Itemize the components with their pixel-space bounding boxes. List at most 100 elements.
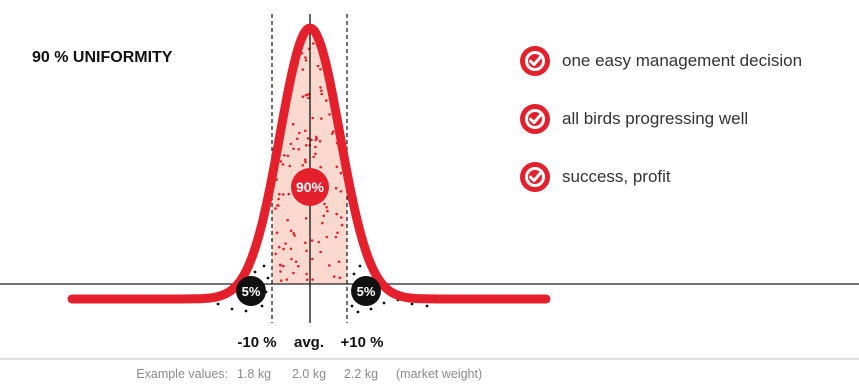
distribution-dot: [338, 276, 342, 280]
distribution-dot: [277, 245, 281, 249]
distribution-dot: [283, 154, 286, 157]
benefit-item: success, profit: [520, 160, 671, 194]
benefit-item: all birds progressing well: [520, 102, 748, 136]
distribution-dot: [279, 263, 282, 267]
tail-dot: [358, 264, 362, 268]
distribution-dot: [285, 278, 289, 281]
tail-dot: [262, 264, 266, 268]
distribution-dot: [316, 64, 320, 68]
distribution-dot: [275, 231, 279, 235]
distribution-dot: [305, 272, 308, 276]
distribution-dot: [282, 193, 285, 196]
tail-dot: [260, 304, 264, 308]
right-tail-badge-label: 5%: [357, 284, 376, 299]
center-badge: [291, 168, 329, 206]
distribution-dot: [304, 144, 308, 147]
benefit-text: all birds progressing well: [562, 109, 749, 128]
distribution-dot: [320, 117, 323, 120]
distribution-dot: [304, 129, 307, 133]
tail-dot: [352, 272, 356, 276]
distribution-dot: [287, 192, 291, 196]
distribution-dot: [301, 95, 305, 98]
distribution-dot: [277, 197, 280, 201]
distribution-dot: [304, 241, 307, 245]
tail-dot: [253, 270, 257, 274]
distribution-dot: [288, 164, 292, 168]
distribution-dot: [319, 86, 322, 89]
distribution-dot: [339, 216, 343, 219]
tail-dot: [350, 304, 354, 308]
distribution-dot: [310, 239, 314, 242]
tail-dot: [266, 276, 270, 280]
benefit-text: success, profit: [562, 167, 671, 186]
distribution-dot: [289, 247, 293, 251]
check-circle-icon: [520, 46, 550, 76]
check-circle-icon: [520, 162, 550, 192]
distribution-dot: [331, 132, 334, 135]
distribution-dot: [292, 271, 295, 275]
axis-label-avg: avg.: [294, 334, 324, 351]
distribution-dot: [332, 275, 336, 278]
distribution-dot: [305, 249, 308, 253]
benefit-text: one easy management decision: [562, 51, 803, 70]
distribution-dot: [297, 264, 300, 268]
distribution-dot: [318, 139, 322, 143]
distribution-dot: [319, 165, 323, 169]
distribution-dot: [301, 164, 305, 167]
right-tail-badge: [351, 276, 381, 306]
distribution-dot: [282, 264, 285, 268]
distribution-dot: [319, 250, 322, 254]
distribution-dot: [279, 160, 283, 163]
distribution-dot: [336, 231, 339, 235]
distribution-dot: [301, 68, 305, 71]
distribution-dot: [289, 142, 293, 146]
axis-label-plus: +10 %: [341, 334, 384, 351]
distribution-dot: [284, 242, 287, 245]
distribution-dot: [339, 190, 343, 193]
distribution-dot: [340, 223, 344, 227]
bell-curve: [67, 23, 551, 304]
distribution-dot: [320, 92, 324, 96]
distribution-dot: [314, 152, 317, 156]
distribution-dot: [274, 207, 277, 210]
distribution-dot: [312, 155, 316, 159]
tail-dot: [369, 307, 373, 311]
distribution-dot: [325, 99, 328, 102]
distribution-dot: [289, 229, 293, 233]
distribution-dot: [339, 171, 343, 175]
distribution-dot: [304, 59, 308, 62]
distribution-dot: [296, 137, 299, 141]
example-values-note: (market weight): [396, 367, 482, 381]
distribution-dot: [311, 257, 314, 261]
left-tail-badge-label: 5%: [242, 284, 261, 299]
distribution-dot: [292, 232, 296, 235]
distribution-dot: [306, 93, 309, 97]
distribution-dot: [331, 130, 335, 133]
tail-dot: [356, 310, 360, 314]
example-values-label: Example values:: [136, 367, 228, 381]
distribution-dot: [317, 240, 321, 244]
tail-dot: [410, 302, 414, 306]
axis-label-minus: -10 %: [237, 334, 276, 351]
distribution-dot: [335, 212, 339, 216]
distribution-dot: [294, 260, 298, 264]
distribution-dot: [279, 270, 282, 273]
distribution-dot: [326, 209, 329, 213]
distribution-dot: [281, 163, 285, 166]
distribution-dot: [325, 235, 329, 239]
distribution-dot: [282, 247, 285, 251]
distribution-dot: [286, 218, 290, 222]
distribution-dot: [315, 135, 318, 139]
distribution-dot: [274, 252, 277, 256]
distribution-dot: [304, 217, 308, 220]
distribution-dot: [304, 160, 307, 164]
distribution-dot: [321, 221, 324, 225]
distribution-dot: [322, 214, 326, 218]
example-value-low: 1.8 kg: [237, 367, 271, 381]
distribution-dot: [290, 257, 293, 261]
distribution-dot: [311, 116, 315, 120]
distribution-dot: [276, 204, 279, 207]
distribution-dot: [319, 68, 322, 71]
distribution-dot: [303, 158, 307, 161]
